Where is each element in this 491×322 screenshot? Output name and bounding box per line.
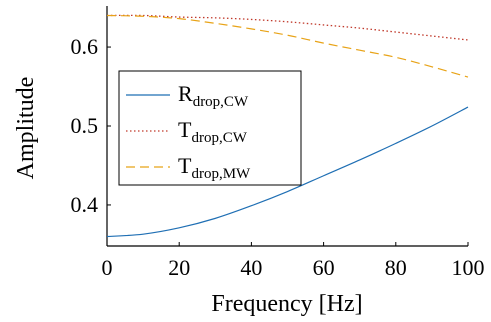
- x-tick-label: 100: [452, 255, 485, 280]
- legend-label: Rdrop,CW: [178, 81, 249, 110]
- x-tick-label: 80: [385, 255, 407, 280]
- legend-item: Tdrop,MW: [126, 153, 251, 182]
- legend: Rdrop,CW Tdrop,CW Tdrop,MW: [118, 70, 302, 186]
- x-tick-label: 60: [313, 255, 335, 280]
- x-tick-label: 0: [102, 255, 113, 280]
- y-tick-label: 0.6: [71, 34, 99, 59]
- x-tick-label: 40: [240, 255, 262, 280]
- series-line-1: [106, 106, 469, 238]
- y-tick-label: 0.4: [71, 192, 99, 217]
- x-axis-ticks: 0 20 40 60 80 100: [102, 242, 485, 280]
- series-line-2: [106, 14, 469, 41]
- x-tick-label: 20: [168, 255, 190, 280]
- series-line-3: [106, 14, 469, 78]
- y-tick-label: 0.5: [71, 113, 99, 138]
- legend-box: [118, 70, 302, 186]
- series-lines: [106, 14, 469, 238]
- legend-item: Rdrop,CW: [126, 81, 249, 110]
- legend-label: Tdrop,MW: [178, 153, 251, 182]
- legend-item: Tdrop,CW: [126, 117, 248, 146]
- y-axis-label: Amplitude: [13, 77, 39, 180]
- x-axis-label: Frequency [Hz]: [211, 291, 362, 317]
- legend-label: Tdrop,CW: [178, 117, 248, 146]
- y-axis-ticks: 0.4 0.5 0.6: [71, 34, 111, 217]
